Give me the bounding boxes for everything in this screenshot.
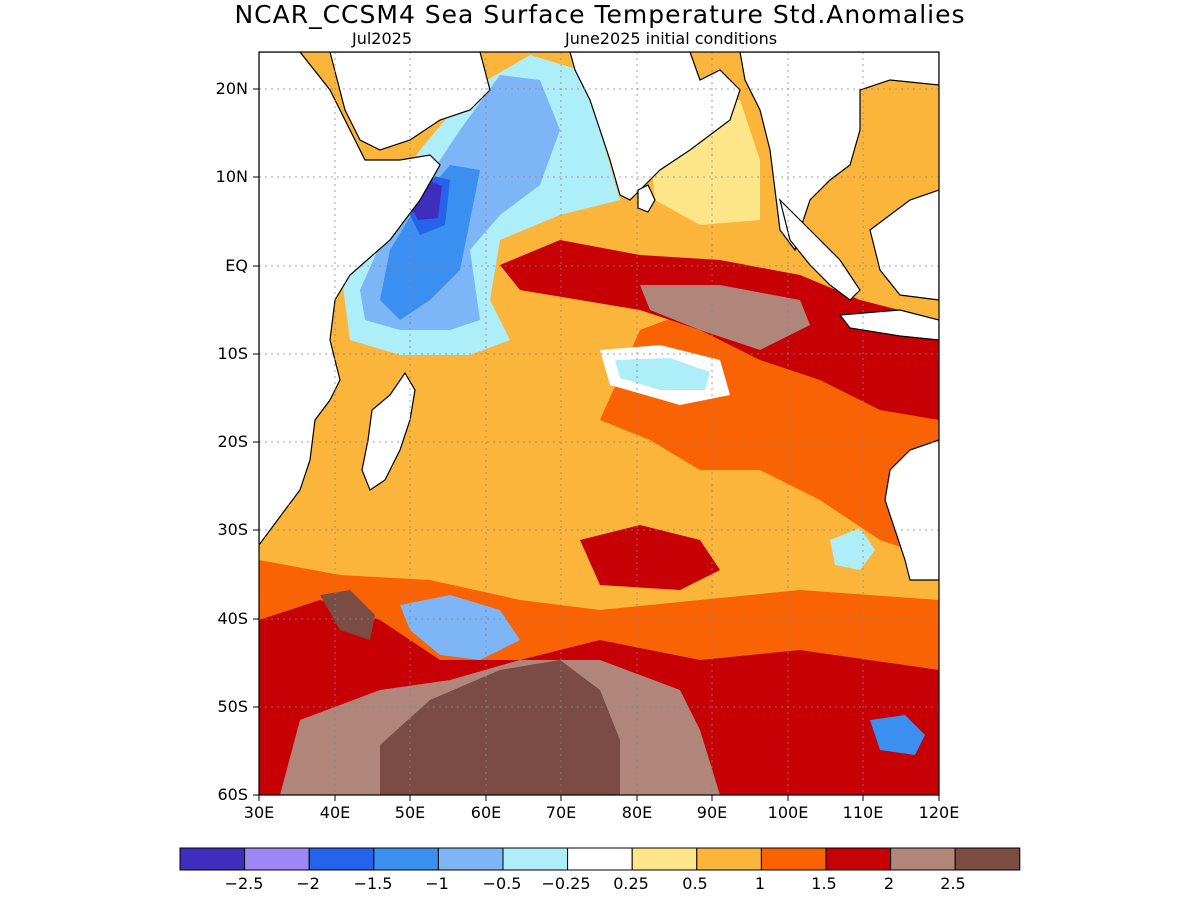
colorbar-swatch xyxy=(825,847,892,871)
lon-label-40e: 40E xyxy=(319,803,351,822)
colorbar-swatch xyxy=(502,847,569,871)
colorbar-swatch xyxy=(244,847,310,871)
colorbar-swatch xyxy=(308,847,375,871)
colorbar-label: −1.5 xyxy=(353,874,393,893)
lat-label-50s: 50S xyxy=(217,697,248,716)
lon-label-50e: 50E xyxy=(394,803,426,822)
borneo xyxy=(869,189,939,301)
colorbar-swatch xyxy=(567,847,633,871)
colorbar-swatch xyxy=(696,847,762,871)
colorbar-swatch xyxy=(437,847,504,871)
lon-label-120e: 120E xyxy=(918,803,960,822)
colorbar-label: −0.25 xyxy=(541,874,591,893)
cool-anomaly-extreme xyxy=(410,180,442,220)
lat-label-60s: 60S xyxy=(217,785,248,804)
colorbar-label: −1 xyxy=(425,874,449,893)
cool-anomaly-strong xyxy=(380,165,480,320)
very-warm-patch xyxy=(640,285,810,350)
lat-label-10s: 10S xyxy=(217,344,248,363)
cool-anomaly-south xyxy=(400,595,520,660)
madagascar xyxy=(361,371,416,491)
extreme-warm-south xyxy=(380,660,620,795)
lon-label-90e: 90E xyxy=(696,803,728,822)
lon-label-60e: 60E xyxy=(470,803,502,822)
colorbar-swatch xyxy=(890,847,956,871)
lat-label-20n: 20N xyxy=(215,79,248,98)
colorbar-label: 0.25 xyxy=(613,874,649,893)
lon-label-100e: 100E xyxy=(767,803,809,822)
axis-ticks xyxy=(253,88,940,801)
colorbar-label: 0.5 xyxy=(682,874,708,893)
cool-anomaly-east xyxy=(830,528,875,570)
cool-anomaly-southeast xyxy=(870,715,925,755)
initial-conditions: June2025 initial conditions xyxy=(565,29,778,48)
colorbar xyxy=(179,847,1021,871)
map-frame xyxy=(258,51,940,796)
sumatra xyxy=(778,198,861,301)
africa-landmass xyxy=(259,52,441,547)
lat-label-eq: EQ xyxy=(225,256,248,275)
colorbar-swatch xyxy=(373,847,439,871)
map-gridlines xyxy=(259,52,939,795)
sri-lanka xyxy=(637,184,656,213)
colorbar-label: −2.5 xyxy=(224,874,264,893)
lon-label-110e: 110E xyxy=(842,803,884,822)
extreme-warm-southwest xyxy=(320,590,375,640)
colorbar-label: 1.5 xyxy=(811,874,837,893)
lat-label-40s: 40S xyxy=(217,609,248,628)
southeast-asia-landmass xyxy=(739,52,939,252)
java xyxy=(838,309,939,341)
strong-warm-central xyxy=(580,525,720,590)
colorbar-label: −0.5 xyxy=(482,874,522,893)
colorbar-swatch xyxy=(179,847,246,871)
colorbar-label: 2.5 xyxy=(940,874,966,893)
map-title: NCAR_CCSM4 Sea Surface Temperature Std.A… xyxy=(234,0,966,29)
lon-label-80e: 80E xyxy=(621,803,653,822)
colorbar-swatch xyxy=(631,847,698,871)
lat-label-10n: 10N xyxy=(215,167,248,186)
colorbar-label: 2 xyxy=(883,874,895,893)
lat-label-20s: 20S xyxy=(217,432,248,451)
colorbar-label: −2 xyxy=(296,874,320,893)
colorbar-swatch xyxy=(760,847,827,871)
colorbar-label: 1 xyxy=(754,874,766,893)
cool-patch-bay xyxy=(615,358,710,390)
forecast-month: Jul2025 xyxy=(352,29,413,48)
lat-label-30s: 30S xyxy=(217,520,248,539)
lon-label-70e: 70E xyxy=(545,803,577,822)
colorbar-swatch xyxy=(954,847,1021,871)
lon-label-30e: 30E xyxy=(243,803,275,822)
